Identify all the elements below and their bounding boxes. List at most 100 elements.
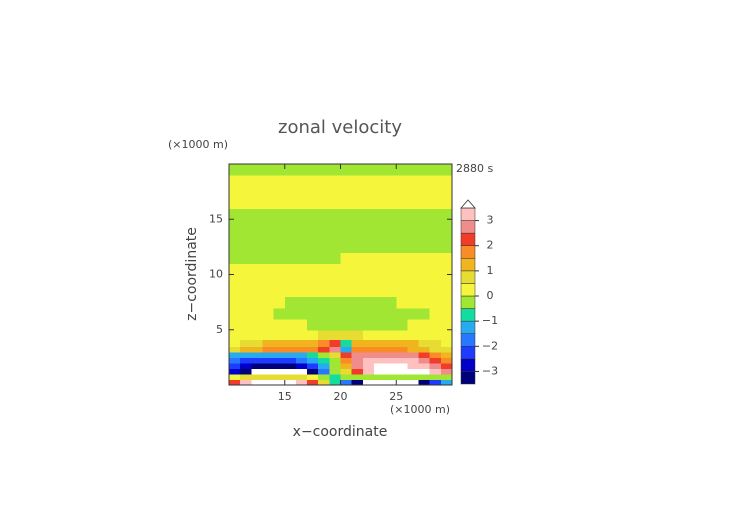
contour-cell: [362, 263, 375, 276]
contour-cell: [329, 274, 342, 287]
contour-cell: [240, 252, 252, 265]
colorbar-bin: [460, 308, 476, 322]
contour-cell: [351, 164, 364, 176]
contour-cell: [407, 285, 420, 298]
contour-cell: [418, 373, 431, 381]
contour-cell: [295, 379, 308, 386]
contour-cell: [407, 208, 420, 220]
contour-cell: [396, 362, 408, 370]
contour-cell: [385, 285, 397, 298]
contour-cell: [307, 307, 319, 320]
contour-cell: [418, 208, 431, 220]
contour-cell: [362, 230, 375, 242]
contour-cell: [251, 379, 264, 386]
contour-cell: [284, 274, 297, 287]
contour-cell: [229, 296, 241, 309]
contour-cell: [284, 368, 297, 375]
contour-cell: [240, 346, 252, 353]
contour-cell: [262, 351, 275, 358]
contour-cell: [262, 362, 275, 370]
contour-cell: [418, 368, 431, 375]
contour-cell: [307, 362, 319, 370]
contour-cell: [329, 197, 342, 209]
contour-cell: [295, 362, 308, 370]
contour-cell: [418, 186, 431, 198]
contour-cell: [284, 285, 297, 298]
contour-cell: [373, 296, 386, 309]
contour-cell: [240, 307, 252, 320]
contour-cell: [385, 164, 397, 176]
contour-cell: [351, 351, 364, 358]
contour-cell: [251, 285, 264, 298]
contour-cell: [318, 351, 330, 358]
contour-cell: [229, 208, 241, 220]
contour-cell: [240, 197, 252, 209]
contour-cell: [385, 252, 397, 265]
contour-cell: [273, 368, 286, 375]
contour-cell: [407, 274, 420, 287]
contour-cell: [418, 307, 431, 320]
contour-cell: [351, 318, 364, 331]
contour-cell: [396, 241, 408, 253]
contour-cell: [318, 339, 330, 347]
contour-cell: [273, 373, 286, 381]
contour-cell: [429, 351, 442, 358]
contour-cell: [295, 186, 308, 198]
contour-cell: [373, 357, 386, 364]
contour-cell: [295, 368, 308, 375]
contour-cell: [418, 285, 431, 298]
contour-cell: [295, 164, 308, 176]
contour-cell: [396, 351, 408, 358]
contour-cell: [429, 368, 442, 375]
contour-cell: [429, 357, 442, 364]
contour-cell: [429, 241, 442, 253]
contour-cell: [351, 307, 364, 320]
colorbar-bin: [460, 358, 476, 372]
contour-cell: [418, 357, 431, 364]
contour-cell: [429, 175, 442, 187]
contour-cell: [284, 362, 297, 370]
contour-cell: [340, 252, 353, 265]
contour-cell: [396, 274, 408, 287]
contour-cell: [373, 362, 386, 370]
contour-cell: [273, 379, 286, 386]
contour-cell: [340, 307, 353, 320]
contour-cell: [340, 351, 353, 358]
contour-cell: [407, 351, 420, 358]
contour-cell: [284, 329, 297, 341]
contour-cell: [240, 208, 252, 220]
x-tick-label: 20: [334, 390, 348, 403]
contour-cell: [273, 339, 286, 347]
contour-cell: [429, 252, 442, 265]
contour-cell: [429, 329, 442, 341]
contour-cell: [307, 274, 319, 287]
contour-cell: [385, 307, 397, 320]
contour-cell: [229, 230, 241, 242]
colorbar-bin: [460, 245, 476, 259]
chart-title: zonal velocity: [278, 117, 402, 138]
contour-cell: [229, 307, 241, 320]
contour-cell: [385, 296, 397, 309]
colorbar-bin: [460, 270, 476, 284]
contour-cell: [418, 339, 431, 347]
contour-cell: [418, 175, 431, 187]
contour-cell: [329, 219, 342, 231]
contour-cell: [273, 186, 286, 198]
contour-cell: [418, 318, 431, 331]
contour-cell: [229, 318, 241, 331]
contour-cell: [440, 351, 453, 358]
contour-cell: [295, 263, 308, 276]
contour-cell: [440, 346, 453, 353]
contour-cell: [440, 318, 453, 331]
contour-cell: [407, 318, 420, 331]
contour-cell: [251, 368, 264, 375]
contour-cell: [407, 362, 420, 370]
contour-cell: [262, 285, 275, 298]
contour-cell: [373, 263, 386, 276]
colorbar-tick-label: 2: [487, 239, 494, 252]
contour-cell: [273, 263, 286, 276]
contour-cell: [373, 197, 386, 209]
colorbar-tick-label: −1: [482, 314, 498, 327]
contour-cell: [295, 197, 308, 209]
